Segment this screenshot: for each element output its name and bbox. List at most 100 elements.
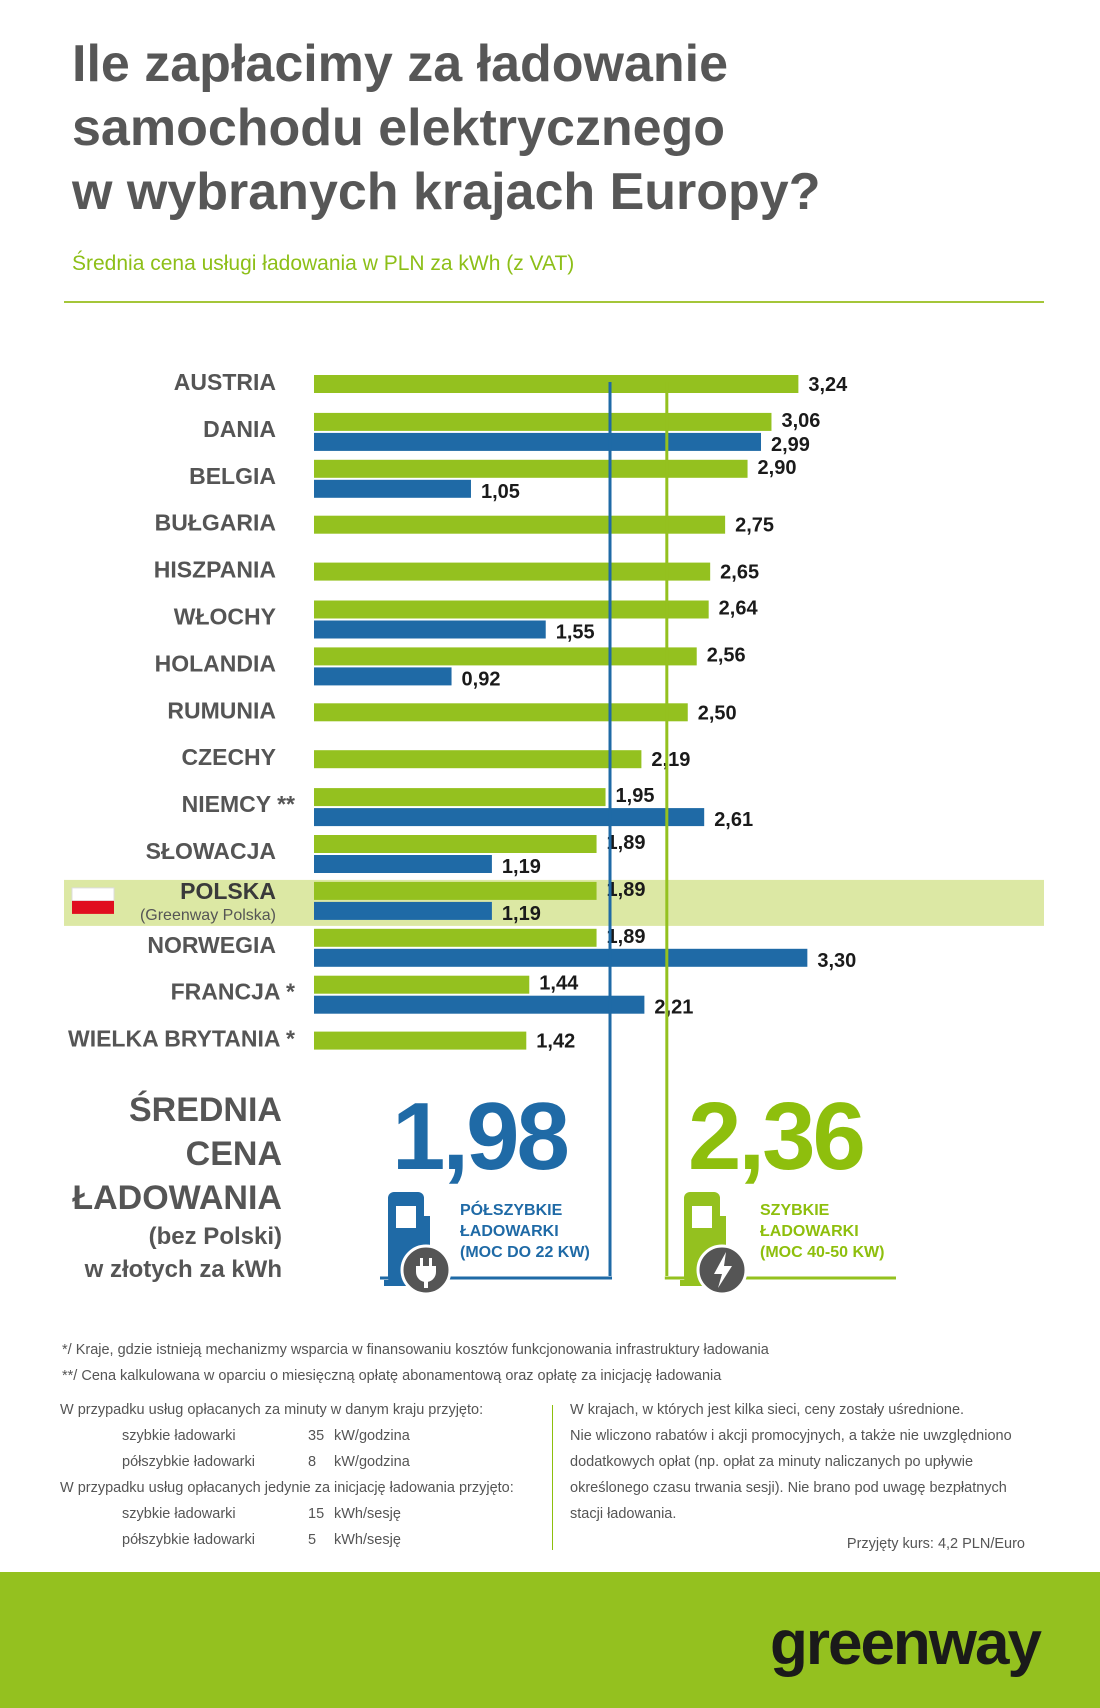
average-label-note-1: (bez Polski) bbox=[148, 1223, 282, 1250]
semi-charger-label-line-2: ŁADOWARKI bbox=[460, 1223, 559, 1240]
value-label-semi: 2,99 bbox=[771, 434, 810, 456]
category-label: DANIA bbox=[203, 416, 276, 442]
assumption-unit: kWh/sesję bbox=[334, 1506, 401, 1522]
category-label: CZECHY bbox=[181, 744, 276, 770]
value-label-semi: 2,21 bbox=[654, 997, 693, 1019]
note-line: określonego czasu trwania sesji). Nie br… bbox=[570, 1480, 1007, 1496]
semi-charger-label-line-3: (MOC DO 22 KW) bbox=[460, 1244, 590, 1261]
fast-charger-label-line-2: ŁADOWARKI bbox=[760, 1223, 859, 1240]
semi-charger-label-line-1: PÓŁSZYBKIE bbox=[460, 1202, 563, 1219]
assumption-row: szybkie ładowarki 35 kW/godzina bbox=[60, 1423, 550, 1449]
footnote-1: */ Kraje, gdzie istnieją mechanizmy wspa… bbox=[62, 1342, 769, 1358]
bar-fast bbox=[314, 412, 772, 431]
assumption-unit: kW/godzina bbox=[334, 1428, 410, 1444]
bar-fast bbox=[314, 703, 688, 722]
bar-fast bbox=[314, 647, 697, 666]
title-line-2: samochodu elektrycznego bbox=[72, 99, 726, 157]
value-label-semi: 3,30 bbox=[817, 950, 856, 972]
average-label-line-3: ŁADOWANIA bbox=[72, 1179, 282, 1217]
plug-charger-icon bbox=[384, 1192, 452, 1296]
bar-semi bbox=[314, 995, 645, 1014]
category-label: HOLANDIA bbox=[155, 650, 276, 676]
bar-semi bbox=[314, 901, 492, 920]
assumption-row: szybkie ładowarki 15 kWh/sesję bbox=[60, 1501, 550, 1527]
value-label-fast: 2,19 bbox=[651, 749, 690, 771]
bar-fast bbox=[314, 928, 597, 947]
note-line: dodatkowych opłat (np. opłat za minuty n… bbox=[570, 1454, 974, 1470]
bar-semi bbox=[314, 620, 546, 639]
bar-fast bbox=[314, 375, 799, 393]
assumption-unit: kWh/sesję bbox=[334, 1532, 401, 1548]
assumption-unit: kW/godzina bbox=[334, 1454, 410, 1470]
category-label: HISZPANIA bbox=[154, 557, 276, 583]
value-label-fast: 2,90 bbox=[758, 457, 797, 479]
title-line-3: w wybranych krajach Europy? bbox=[72, 163, 821, 221]
assumptions-right: W krajach, w których jest kilka sieci, c… bbox=[570, 1397, 1050, 1527]
value-label-fast: 2,75 bbox=[735, 515, 774, 537]
assumption-heading-session: W przypadku usług opłacanych jedynie za … bbox=[60, 1480, 514, 1496]
value-label-semi: 1,19 bbox=[502, 856, 541, 878]
title-divider bbox=[64, 301, 1044, 303]
assumption-name: szybkie ładowarki bbox=[122, 1506, 236, 1522]
average-fast-value: 2,36 bbox=[688, 1083, 866, 1190]
notes-divider bbox=[552, 1405, 553, 1550]
category-label: NORWEGIA bbox=[147, 932, 276, 958]
exchange-rate: Przyjęty kurs: 4,2 PLN/Euro bbox=[846, 1536, 1025, 1552]
flag-white-stripe bbox=[71, 887, 115, 902]
value-label-fast: 3,06 bbox=[781, 410, 820, 432]
value-label-fast: 2,56 bbox=[707, 644, 746, 666]
semi-charger-label: PÓŁSZYBKIE ŁADOWARKI (MOC DO 22 KW) bbox=[460, 1200, 590, 1263]
bar-fast bbox=[314, 515, 726, 534]
assumption-value: 15 bbox=[308, 1506, 325, 1522]
bar-fast bbox=[314, 1031, 527, 1050]
value-label-fast: 1,89 bbox=[607, 832, 646, 854]
flag-red-stripe bbox=[72, 900, 114, 914]
value-label-fast: 3,24 bbox=[808, 374, 848, 396]
bar-semi bbox=[314, 855, 492, 873]
assumption-value: 5 bbox=[308, 1532, 317, 1548]
lightning-charger-icon bbox=[680, 1192, 748, 1296]
value-label-fast: 1,44 bbox=[539, 973, 579, 995]
bar-fast bbox=[314, 881, 597, 900]
value-label-fast: 2,65 bbox=[720, 562, 759, 584]
category-label: WIELKA BRYTANIA * bbox=[68, 1026, 295, 1052]
assumption-row: półszybkie ładowarki 8 kW/godzina bbox=[60, 1449, 550, 1475]
fast-charger-label-line-3: (MOC 40-50 KW) bbox=[760, 1244, 885, 1261]
value-label-fast: 1,89 bbox=[607, 879, 646, 901]
category-label: WŁOCHY bbox=[174, 604, 276, 630]
bar-semi bbox=[314, 948, 808, 967]
category-sublabel: (Greenway Polska) bbox=[140, 907, 276, 924]
title-line-1: Ile zapłacimy za ładowanie bbox=[72, 35, 729, 93]
value-label-semi: 0,92 bbox=[462, 668, 501, 690]
value-label-fast: 1,42 bbox=[536, 1031, 575, 1053]
assumption-value: 35 bbox=[308, 1428, 325, 1444]
bar-semi bbox=[314, 479, 471, 498]
bar-fast bbox=[314, 750, 642, 769]
bar-semi bbox=[314, 432, 762, 451]
value-label-fast: 2,50 bbox=[698, 702, 737, 724]
fast-charger-label-line-1: SZYBKIE bbox=[760, 1202, 830, 1219]
assumption-name: szybkie ładowarki bbox=[122, 1428, 236, 1444]
bar-semi bbox=[314, 667, 452, 686]
fast-charger-label: SZYBKIE ŁADOWARKI (MOC 40-50 KW) bbox=[760, 1200, 884, 1263]
page-title: Ile zapłacimy za ładowanie samochodu ele… bbox=[72, 32, 1072, 224]
note-line: Nie wliczono rabatów i akcji promocyjnyc… bbox=[570, 1428, 1012, 1444]
subtitle: Średnia cena usługi ładowania w PLN za k… bbox=[72, 252, 575, 275]
bar-fast bbox=[314, 835, 597, 853]
value-label-semi: 1,05 bbox=[481, 481, 520, 503]
note-line: W krajach, w których jest kilka sieci, c… bbox=[570, 1402, 965, 1418]
footnote-2: **/ Cena kalkulowana w oparciu o miesięc… bbox=[62, 1368, 722, 1384]
value-label-fast: 2,64 bbox=[719, 598, 759, 620]
average-label-line-2: CENA bbox=[185, 1135, 282, 1173]
category-label: RUMUNIA bbox=[167, 697, 276, 723]
average-semi-value: 1,98 bbox=[392, 1083, 570, 1190]
note-line: stacji ładowania. bbox=[570, 1506, 677, 1522]
assumptions-left: W przypadku usług opłacanych za minuty w… bbox=[60, 1397, 550, 1553]
assumption-name: półszybkie ładowarki bbox=[122, 1532, 255, 1548]
category-label: AUSTRIA bbox=[174, 369, 276, 395]
bar-fast bbox=[314, 975, 530, 994]
category-label: BUŁGARIA bbox=[155, 510, 276, 536]
bar-chart: 3,24 AUSTRIA 3,062,99 DANIA 2,90 1,05 BELGIA 2,… bbox=[64, 369, 1044, 1280]
greenway-logo: greenway bbox=[769, 1609, 1042, 1678]
bar-fast bbox=[314, 600, 709, 619]
